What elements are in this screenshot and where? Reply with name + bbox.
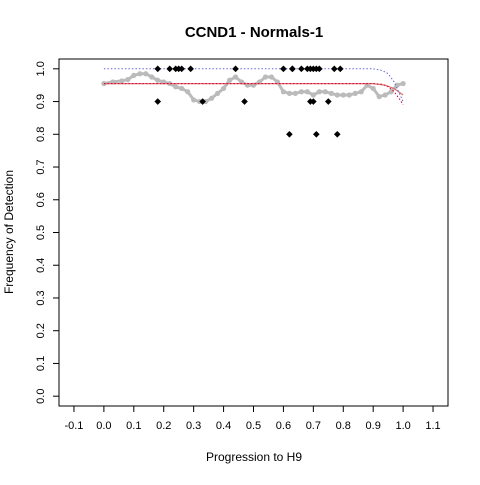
x-tick-label: 0.8 [336,420,351,432]
smoothed-point [173,84,179,90]
observed-point [166,65,174,73]
observed-point [199,98,206,105]
y-tick-label: 0.5 [35,225,47,240]
plot-frame [58,58,449,407]
smoothed-point [316,89,322,95]
data-layer [101,65,406,138]
smoothed-point [214,90,221,96]
observed-point [289,65,296,73]
smoothed-point [304,89,310,95]
smoothed-point [400,80,406,87]
x-tick-label: 1.1 [425,420,440,432]
observed-point [232,65,239,73]
smoothed-point [322,89,328,95]
observed-point [336,65,344,73]
smoothed-point [358,89,364,95]
chart-title: CCND1 - Normals-1 [185,24,323,41]
smoothed-point [185,89,191,95]
y-axis-label: Frequency of Detection [2,170,16,294]
smoothed-point [382,92,388,98]
y-tick-label: 0.2 [35,323,47,338]
smoothed-point [220,85,227,92]
smoothed-point [209,95,215,101]
smoothed-point [131,72,137,78]
x-tick-label: 0.7 [306,420,321,432]
y-tick-label: 0.3 [35,290,47,305]
smoothed-point [268,74,275,80]
observed-point [280,65,287,73]
smoothed-point [226,77,233,83]
smoothed-point [262,74,269,80]
x-tick-label: 0.2 [156,420,171,432]
smoothed-point [376,94,382,100]
smoothed-point [155,77,161,83]
smoothed-point [143,71,149,77]
smoothed-point [119,78,125,84]
observed-point [313,130,320,138]
x-tick-label: 0.1 [126,420,141,432]
smoothed-point [286,90,293,96]
observed-point [316,65,323,73]
smoothed-point [125,77,131,83]
observed-point [325,98,332,105]
y-tick-label: 0.8 [35,127,47,142]
observed-point [154,65,162,73]
observed-point [178,65,185,73]
smoothed-point [292,90,298,96]
x-tick-label: 1.0 [395,420,410,432]
smoothed-point [352,90,358,96]
smoothed-point [149,74,155,80]
observed-point [241,98,248,105]
x-tick-label: -0.1 [64,420,83,432]
smoothed-point [346,92,352,98]
y-tick-label: 0.0 [35,389,47,404]
smoothed-point [101,80,107,87]
smoothed-point [340,92,346,98]
smoothed-point [232,74,239,80]
tick-layer: -0.1 0.0 0.1 0.2 0.3 0.4 0.5 0.6 0.7 0.8 0.9 1.0 1.1… [35,61,441,432]
observed-point [298,65,305,73]
smoothed-point [388,89,394,95]
observed-point [154,98,162,105]
y-tick-label: 0.7 [35,159,47,174]
smoothed-point [334,92,340,98]
x-tick-label: 0.6 [276,420,291,432]
smoothed-point [298,89,304,95]
observed-point [187,65,194,73]
x-tick-label: 0.0 [96,420,111,432]
y-tick-label: 0.4 [35,258,47,273]
smoothed-point [328,90,334,96]
observed-point [286,130,293,138]
x-tick-label: 0.9 [366,420,381,432]
smoothed-point [280,89,287,95]
x-tick-label: 0.4 [216,420,231,432]
smoothed-point [137,71,143,77]
smoothed-point [179,85,185,92]
x-tick-label: 0.5 [246,420,261,432]
y-tick-label: 1.0 [35,61,47,76]
observed-point [330,65,338,73]
smoothed-point [394,82,400,88]
observed-point [310,98,317,105]
smoothed-point [310,92,316,98]
smoothed-point [370,85,376,92]
y-tick-label: 0.9 [35,94,47,109]
y-tick-label: 0.1 [35,356,47,371]
x-tick-label: 0.3 [186,420,201,432]
y-tick-label: 0.6 [35,192,47,207]
x-axis-label: Progression to H9 [206,450,302,464]
smoothed-point [191,97,197,103]
observed-point [333,130,341,138]
